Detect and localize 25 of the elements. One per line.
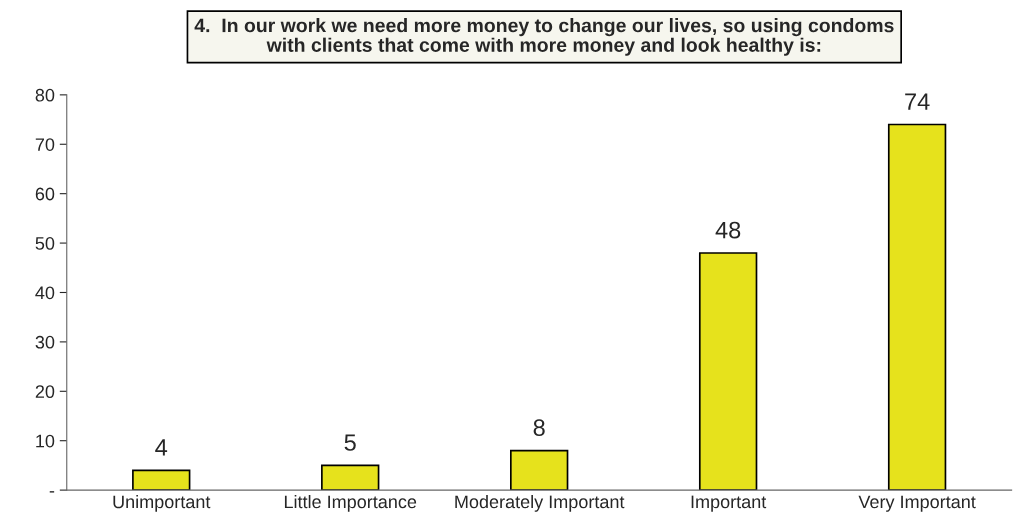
data-label: 48 bbox=[715, 221, 741, 239]
data-label: 5 bbox=[344, 434, 356, 451]
y-tick-label: - bbox=[49, 491, 55, 493]
bar bbox=[321, 464, 380, 491]
data-label: 8 bbox=[533, 419, 545, 437]
y-tick-label: 70 bbox=[35, 138, 55, 151]
y-tick-label: 30 bbox=[35, 335, 55, 349]
data-label: 4 bbox=[155, 439, 168, 456]
x-tick-label: Important bbox=[691, 495, 767, 512]
y-tick-label: 50 bbox=[35, 237, 55, 250]
x-tick-label: Unimportant bbox=[113, 494, 211, 512]
data-label: 74 bbox=[905, 93, 930, 110]
x-tick-label: Very Important bbox=[858, 495, 976, 512]
x-tick-label: Moderately Important bbox=[455, 494, 625, 512]
x-tick-label: Little Importance bbox=[284, 494, 417, 512]
chart-title: 4. In our work we need more money to change our lives, so using condoms with clients that come with more money and look healthy is: bbox=[194, 18, 894, 56]
y-tick-label: 60 bbox=[35, 187, 55, 201]
bar bbox=[509, 449, 569, 491]
bar bbox=[887, 123, 947, 491]
bar bbox=[698, 252, 758, 491]
y-tick-label: 20 bbox=[35, 385, 55, 399]
bar bbox=[132, 469, 191, 491]
y-tick-label: 40 bbox=[35, 286, 55, 300]
y-tick-label: 80 bbox=[35, 88, 55, 102]
y-tick-label: 10 bbox=[36, 434, 55, 448]
